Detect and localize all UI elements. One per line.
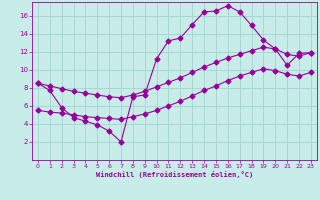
X-axis label: Windchill (Refroidissement éolien,°C): Windchill (Refroidissement éolien,°C) — [96, 171, 253, 178]
